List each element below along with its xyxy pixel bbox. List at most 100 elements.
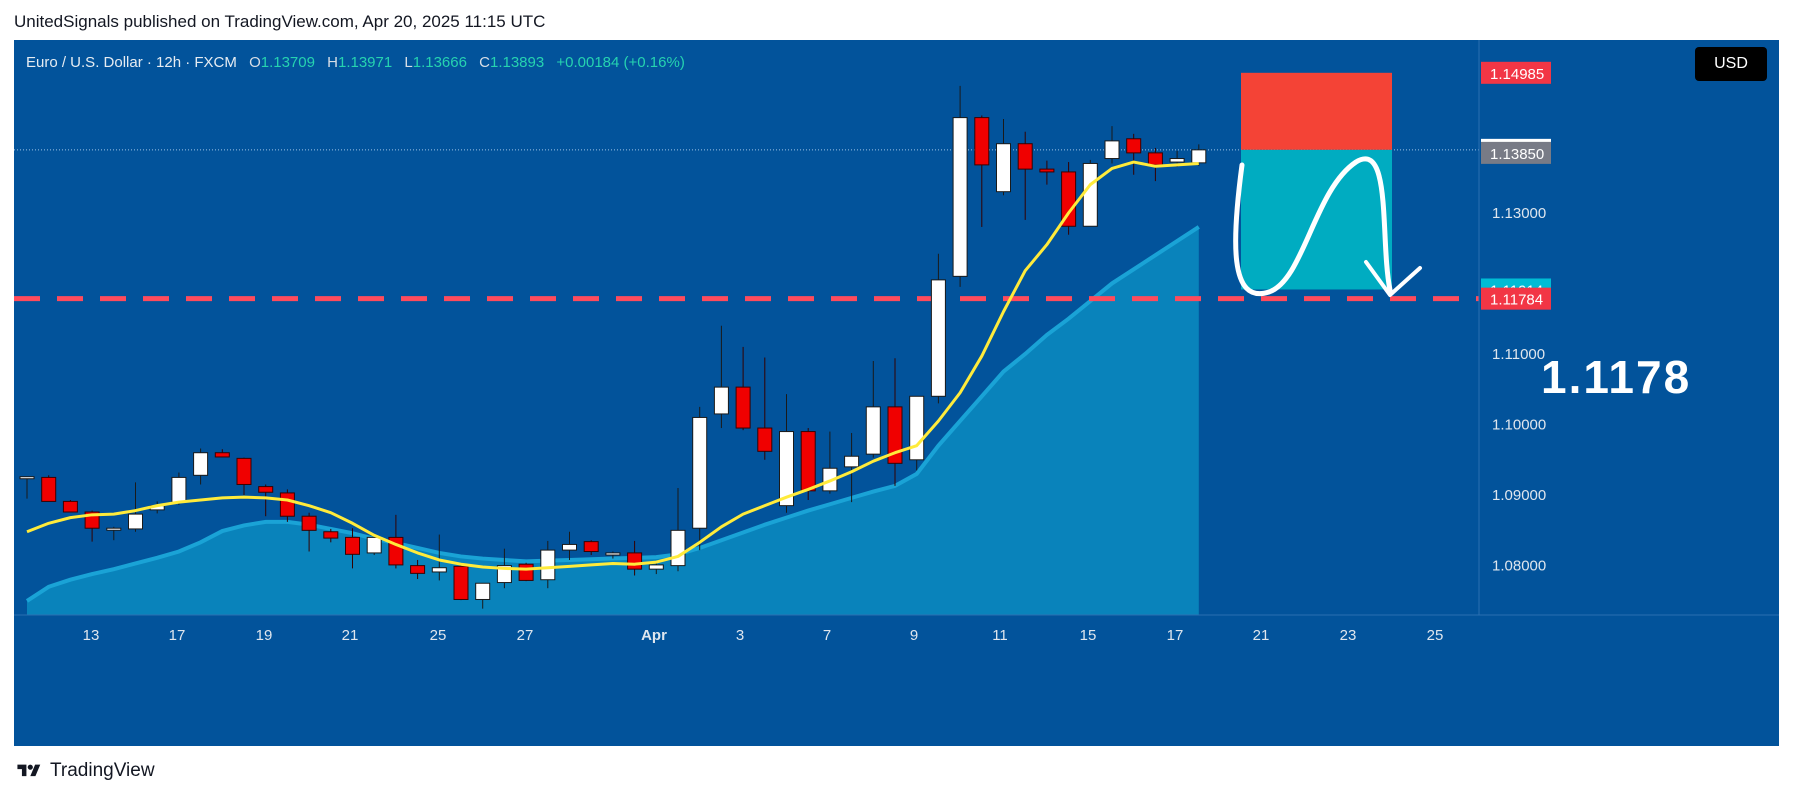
target-price-annotation: 1.1178 — [1541, 351, 1692, 403]
x-tick-label: 19 — [256, 627, 273, 644]
price-badge — [1481, 141, 1551, 164]
bearish-candle — [1039, 168, 1055, 173]
bearish-candle — [735, 386, 751, 429]
brand-label: TradingView — [50, 760, 155, 781]
bullish-candle — [475, 582, 491, 600]
bullish-candle — [1191, 149, 1207, 164]
tradingview-logo-icon — [17, 764, 41, 777]
open-label: O — [249, 54, 261, 71]
bearish-candle — [1126, 138, 1142, 154]
price-chart[interactable]: 1.130001.120001.110001.100001.090001.080… — [14, 40, 1779, 746]
bearish-candle — [279, 492, 295, 517]
bullish-candle — [171, 476, 187, 503]
x-tick-label: 17 — [169, 627, 186, 644]
currency-button[interactable]: USD — [1695, 47, 1767, 81]
publish-caption: UnitedSignals published on TradingView.c… — [14, 12, 546, 31]
bearish-candle — [583, 541, 599, 553]
bearish-candle — [627, 552, 643, 570]
x-tick-label: 13 — [83, 627, 100, 644]
bearish-candle — [62, 500, 78, 513]
chart-area[interactable]: 1.130001.120001.110001.100001.090001.080… — [14, 40, 1779, 746]
bearish-candle — [518, 563, 534, 581]
bullish-candle — [1169, 158, 1185, 163]
close-value: 1.13893 — [489, 54, 545, 71]
bullish-candle — [779, 431, 794, 507]
high-value: 1.13971 — [337, 54, 393, 71]
bullish-candle — [605, 552, 621, 556]
x-tick-label: 23 — [1340, 627, 1357, 644]
bearish-candle — [757, 427, 773, 452]
x-tick-label: Apr — [641, 627, 667, 644]
change-value: +0.00184 (+0.16%) — [556, 54, 685, 71]
bearish-candle — [236, 457, 252, 485]
bullish-candle — [952, 117, 968, 277]
x-tick-label: 27 — [517, 627, 534, 644]
bearish-candle — [258, 486, 274, 493]
x-tick-label: 21 — [342, 627, 359, 644]
bearish-candle — [1147, 152, 1163, 166]
x-tick-label: 15 — [1080, 627, 1097, 644]
price-badge-label: 1.14985 — [1490, 66, 1544, 83]
bearish-candle — [453, 565, 469, 600]
moving-average-line — [26, 160, 1199, 571]
bearish-candle — [974, 117, 990, 166]
bearish-candle — [345, 536, 360, 555]
bearish-candle — [410, 565, 426, 574]
price-badge — [1481, 287, 1551, 310]
bullish-candle — [193, 452, 209, 476]
x-tick-label: 11 — [992, 627, 1008, 644]
bullish-candle — [670, 529, 686, 567]
ma-area-fill — [27, 226, 1199, 615]
bullish-candle — [996, 143, 1011, 193]
price-badge-label: 1.13850 — [1490, 146, 1544, 163]
bearish-candle — [301, 515, 317, 531]
x-tick-label: 25 — [430, 627, 447, 644]
price-badge — [1481, 61, 1551, 84]
low-label: L — [404, 54, 413, 71]
bullish-candle — [713, 386, 729, 415]
y-tick-label: 1.10000 — [1492, 417, 1546, 434]
y-tick-label: 1.09000 — [1492, 487, 1546, 504]
x-tick-label: 3 — [736, 627, 744, 644]
low-value: 1.13666 — [412, 54, 467, 71]
price-badge-label: 1.11784 — [1490, 292, 1543, 309]
bearish-candle — [41, 476, 57, 502]
bullish-candle — [128, 513, 143, 530]
bearish-candle — [1017, 143, 1033, 170]
x-tick-label: 9 — [910, 627, 918, 644]
bullish-candle — [366, 536, 382, 554]
bullish-candle — [844, 455, 860, 468]
bullish-candle — [692, 416, 708, 529]
bullish-candle — [19, 476, 35, 480]
stop-loss-zone — [1241, 72, 1392, 150]
x-tick-label: 17 — [1167, 627, 1184, 644]
y-tick-label: 1.08000 — [1492, 558, 1546, 575]
open-value: 1.13709 — [260, 54, 315, 71]
bullish-candle — [909, 395, 925, 461]
bearish-candle — [1061, 171, 1077, 227]
bullish-candle — [562, 543, 577, 551]
bullish-candle — [865, 406, 881, 455]
bullish-candle — [648, 564, 664, 570]
bullish-candle — [540, 549, 556, 581]
bullish-candle — [106, 527, 122, 531]
y-tick-label: 1.13000 — [1492, 205, 1546, 222]
bearish-candle — [887, 406, 903, 464]
symbol-label: Euro / U.S. Dollar · 12h · FXCM — [26, 54, 237, 71]
y-tick-label: 1.11000 — [1492, 346, 1545, 363]
forecast-arrow-icon — [1364, 260, 1422, 297]
bearish-candle — [214, 452, 230, 458]
x-tick-label: 25 — [1427, 627, 1444, 644]
x-tick-label: 7 — [823, 627, 831, 644]
bullish-candle — [1104, 140, 1120, 160]
bearish-candle — [323, 531, 339, 539]
bullish-candle — [431, 567, 447, 573]
forecast-path — [1233, 156, 1393, 297]
tradingview-branding[interactable]: TradingView — [14, 760, 155, 782]
bearish-candle — [800, 431, 816, 492]
bullish-candle — [930, 279, 946, 397]
close-label: C — [479, 54, 490, 71]
x-tick-label: 21 — [1253, 627, 1270, 644]
high-label: H — [327, 54, 338, 71]
ohlc-legend: Euro / U.S. Dollar · 12h · FXCM O1.13709… — [26, 54, 685, 71]
